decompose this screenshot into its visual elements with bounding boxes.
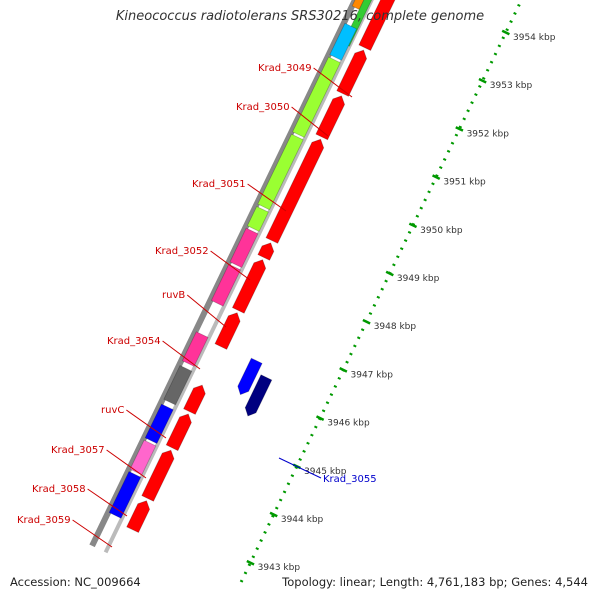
gene-label-leader xyxy=(313,67,353,98)
gene-feature xyxy=(210,263,242,307)
gene-label: ruvC xyxy=(101,405,124,416)
ruler-tick xyxy=(315,415,325,421)
tick-label: 3947 kbp xyxy=(351,370,394,380)
gene-label-leader xyxy=(126,409,167,439)
gene-label: Krad_3049 xyxy=(258,63,312,74)
gene-feature xyxy=(163,364,193,406)
features-layer xyxy=(108,0,396,534)
gene-label-reverse-leader xyxy=(278,457,322,479)
gene-label-leader xyxy=(162,340,201,370)
ruler-tick xyxy=(246,559,255,566)
gene-label: Krad_3057 xyxy=(51,445,105,456)
gene-feature xyxy=(257,133,304,211)
gene-label-leader xyxy=(72,519,113,548)
cds-arrow xyxy=(126,500,151,534)
gene-label-leader xyxy=(247,183,287,212)
gene-label: Krad_3050 xyxy=(236,102,290,113)
tick-label: 3949 kbp xyxy=(397,274,440,284)
gene-label-leader xyxy=(291,106,329,137)
tick-label: 3954 kbp xyxy=(513,33,556,43)
gene-feature xyxy=(181,331,209,367)
genome-summary: Topology: linear; Length: 4,761,183 bp; … xyxy=(280,575,590,589)
gene-feature xyxy=(108,470,142,519)
ruler-tick xyxy=(455,126,464,132)
gene-feature-reverse-2 xyxy=(244,374,273,417)
gene-label: Krad_3054 xyxy=(107,336,161,347)
gene-feature xyxy=(329,22,358,61)
cds-arrow xyxy=(336,49,368,97)
accession-text: Accession: NC_009664 xyxy=(8,575,143,589)
gene-label-leader xyxy=(106,449,147,479)
gene-feature xyxy=(229,227,259,269)
cds-arrow xyxy=(183,384,206,415)
gene-feature xyxy=(246,205,269,232)
cds-arrow xyxy=(165,413,192,452)
gene-label: Krad_3051 xyxy=(192,179,246,190)
map-title: Kineococcus radiotolerans SRS30216, comp… xyxy=(115,9,485,24)
labels-layer: Krad_3049 Krad_3050 Krad_3051 Krad_3052 ruvB… xyxy=(17,63,377,548)
cds-arrow xyxy=(257,242,275,261)
ruler-tick xyxy=(408,222,418,229)
tick-label: 3950 kbp xyxy=(420,226,463,236)
ruler-layer: 3954 kbp 3953 kbp 3952 kbp 3951 kbp 3950 kbp… xyxy=(239,0,556,583)
gene-label-leader xyxy=(210,250,251,281)
gene-feature-reverse xyxy=(237,357,263,396)
tick-label: 3948 kbp xyxy=(374,322,417,332)
tick-label: 3953 kbp xyxy=(490,81,533,91)
ruler-tick xyxy=(339,367,348,373)
tick-label: 3952 kbp xyxy=(467,129,510,139)
cds-arrow xyxy=(214,312,241,350)
cds-arrow xyxy=(141,449,175,502)
ruler-tick xyxy=(478,77,487,84)
backbone-line xyxy=(89,0,359,548)
ruler-tick xyxy=(432,174,441,180)
ruler-tick xyxy=(362,318,371,325)
tick-label: 3944 kbp xyxy=(281,515,324,525)
cds-arrow xyxy=(231,259,267,314)
cds-arrow xyxy=(265,138,325,244)
tick-label: 3946 kbp xyxy=(327,419,370,429)
gene-label-leader xyxy=(186,294,227,328)
ruler-tick xyxy=(501,29,510,36)
gene-label-leader xyxy=(87,488,128,517)
tick-label: 3945 kbp xyxy=(304,467,347,477)
gene-label: Krad_3059 xyxy=(17,515,71,526)
ruler-tick xyxy=(385,270,394,277)
gene-label: ruvB xyxy=(162,290,185,301)
gene-feature xyxy=(129,439,157,476)
cds-arrow xyxy=(358,0,396,52)
ruler-tick xyxy=(269,511,278,518)
gene-label: Krad_3058 xyxy=(32,484,86,495)
gene-label-reverse: Krad_3055 xyxy=(323,474,377,485)
tick-label: 3951 kbp xyxy=(443,178,486,188)
tick-label: 3943 kbp xyxy=(258,563,301,573)
gene-label: Krad_3052 xyxy=(155,246,209,257)
gene-strip-orange xyxy=(351,0,365,11)
gene-feature xyxy=(144,403,174,445)
ruler-dotted-line xyxy=(239,0,524,583)
cds-arrow xyxy=(315,95,346,141)
